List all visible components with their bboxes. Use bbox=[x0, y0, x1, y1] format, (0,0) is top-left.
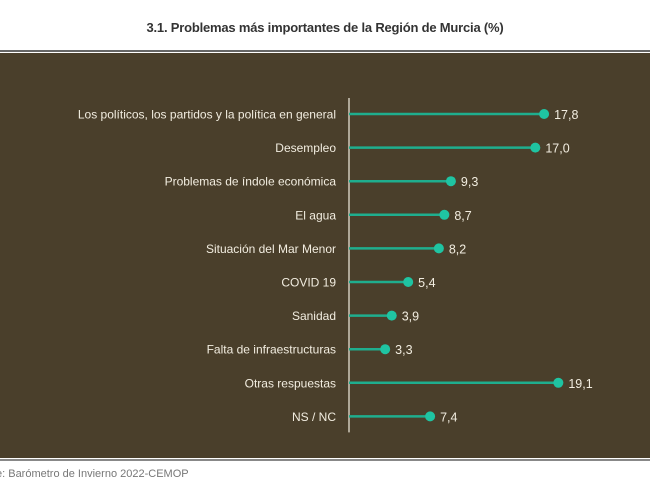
value-label: 19,1 bbox=[568, 377, 592, 391]
category-label: Sanidad bbox=[292, 309, 336, 323]
lollipop-dot bbox=[445, 176, 456, 187]
value-label: 17,8 bbox=[554, 108, 578, 122]
category-label: Los políticos, los partidos y la polític… bbox=[78, 108, 336, 122]
lollipop-dot bbox=[539, 109, 550, 119]
category-label: Desempleo bbox=[275, 141, 336, 155]
chart-title: 3.1. Problemas más importantes de la Reg… bbox=[146, 20, 504, 35]
value-label: 8,7 bbox=[454, 209, 471, 223]
lollipop-dot bbox=[403, 277, 414, 287]
value-label: 9,3 bbox=[461, 175, 478, 189]
value-label: 5,4 bbox=[418, 276, 435, 290]
category-label: El agua bbox=[295, 208, 336, 222]
value-label: 8,2 bbox=[449, 242, 466, 256]
lollipop-dot bbox=[386, 310, 397, 321]
category-label: NS / NC bbox=[292, 410, 336, 424]
chart-panel bbox=[0, 53, 650, 458]
value-label: 17,0 bbox=[545, 142, 569, 156]
category-label: Situación del Mar Menor bbox=[206, 242, 336, 256]
value-label: 3,9 bbox=[402, 310, 419, 324]
lollipop-dot bbox=[439, 209, 450, 220]
category-label: Otras respuestas bbox=[245, 376, 336, 390]
lollipop-dot bbox=[425, 411, 436, 422]
source-note: e: Barómetro de Invierno 2022-CEMOP bbox=[0, 468, 189, 480]
value-label: 3,3 bbox=[395, 343, 412, 357]
lollipop-dot bbox=[433, 243, 444, 254]
category-label: COVID 19 bbox=[281, 276, 336, 290]
bottom-rule bbox=[0, 459, 650, 461]
lollipop-dot bbox=[380, 344, 391, 355]
category-label: Falta de infraestructuras bbox=[207, 343, 336, 357]
lollipop-dot bbox=[530, 142, 541, 153]
category-label: Problemas de índole económica bbox=[165, 175, 337, 189]
value-label: 7,4 bbox=[440, 410, 457, 424]
top-rule bbox=[0, 50, 650, 52]
lollipop-dot bbox=[553, 377, 564, 388]
